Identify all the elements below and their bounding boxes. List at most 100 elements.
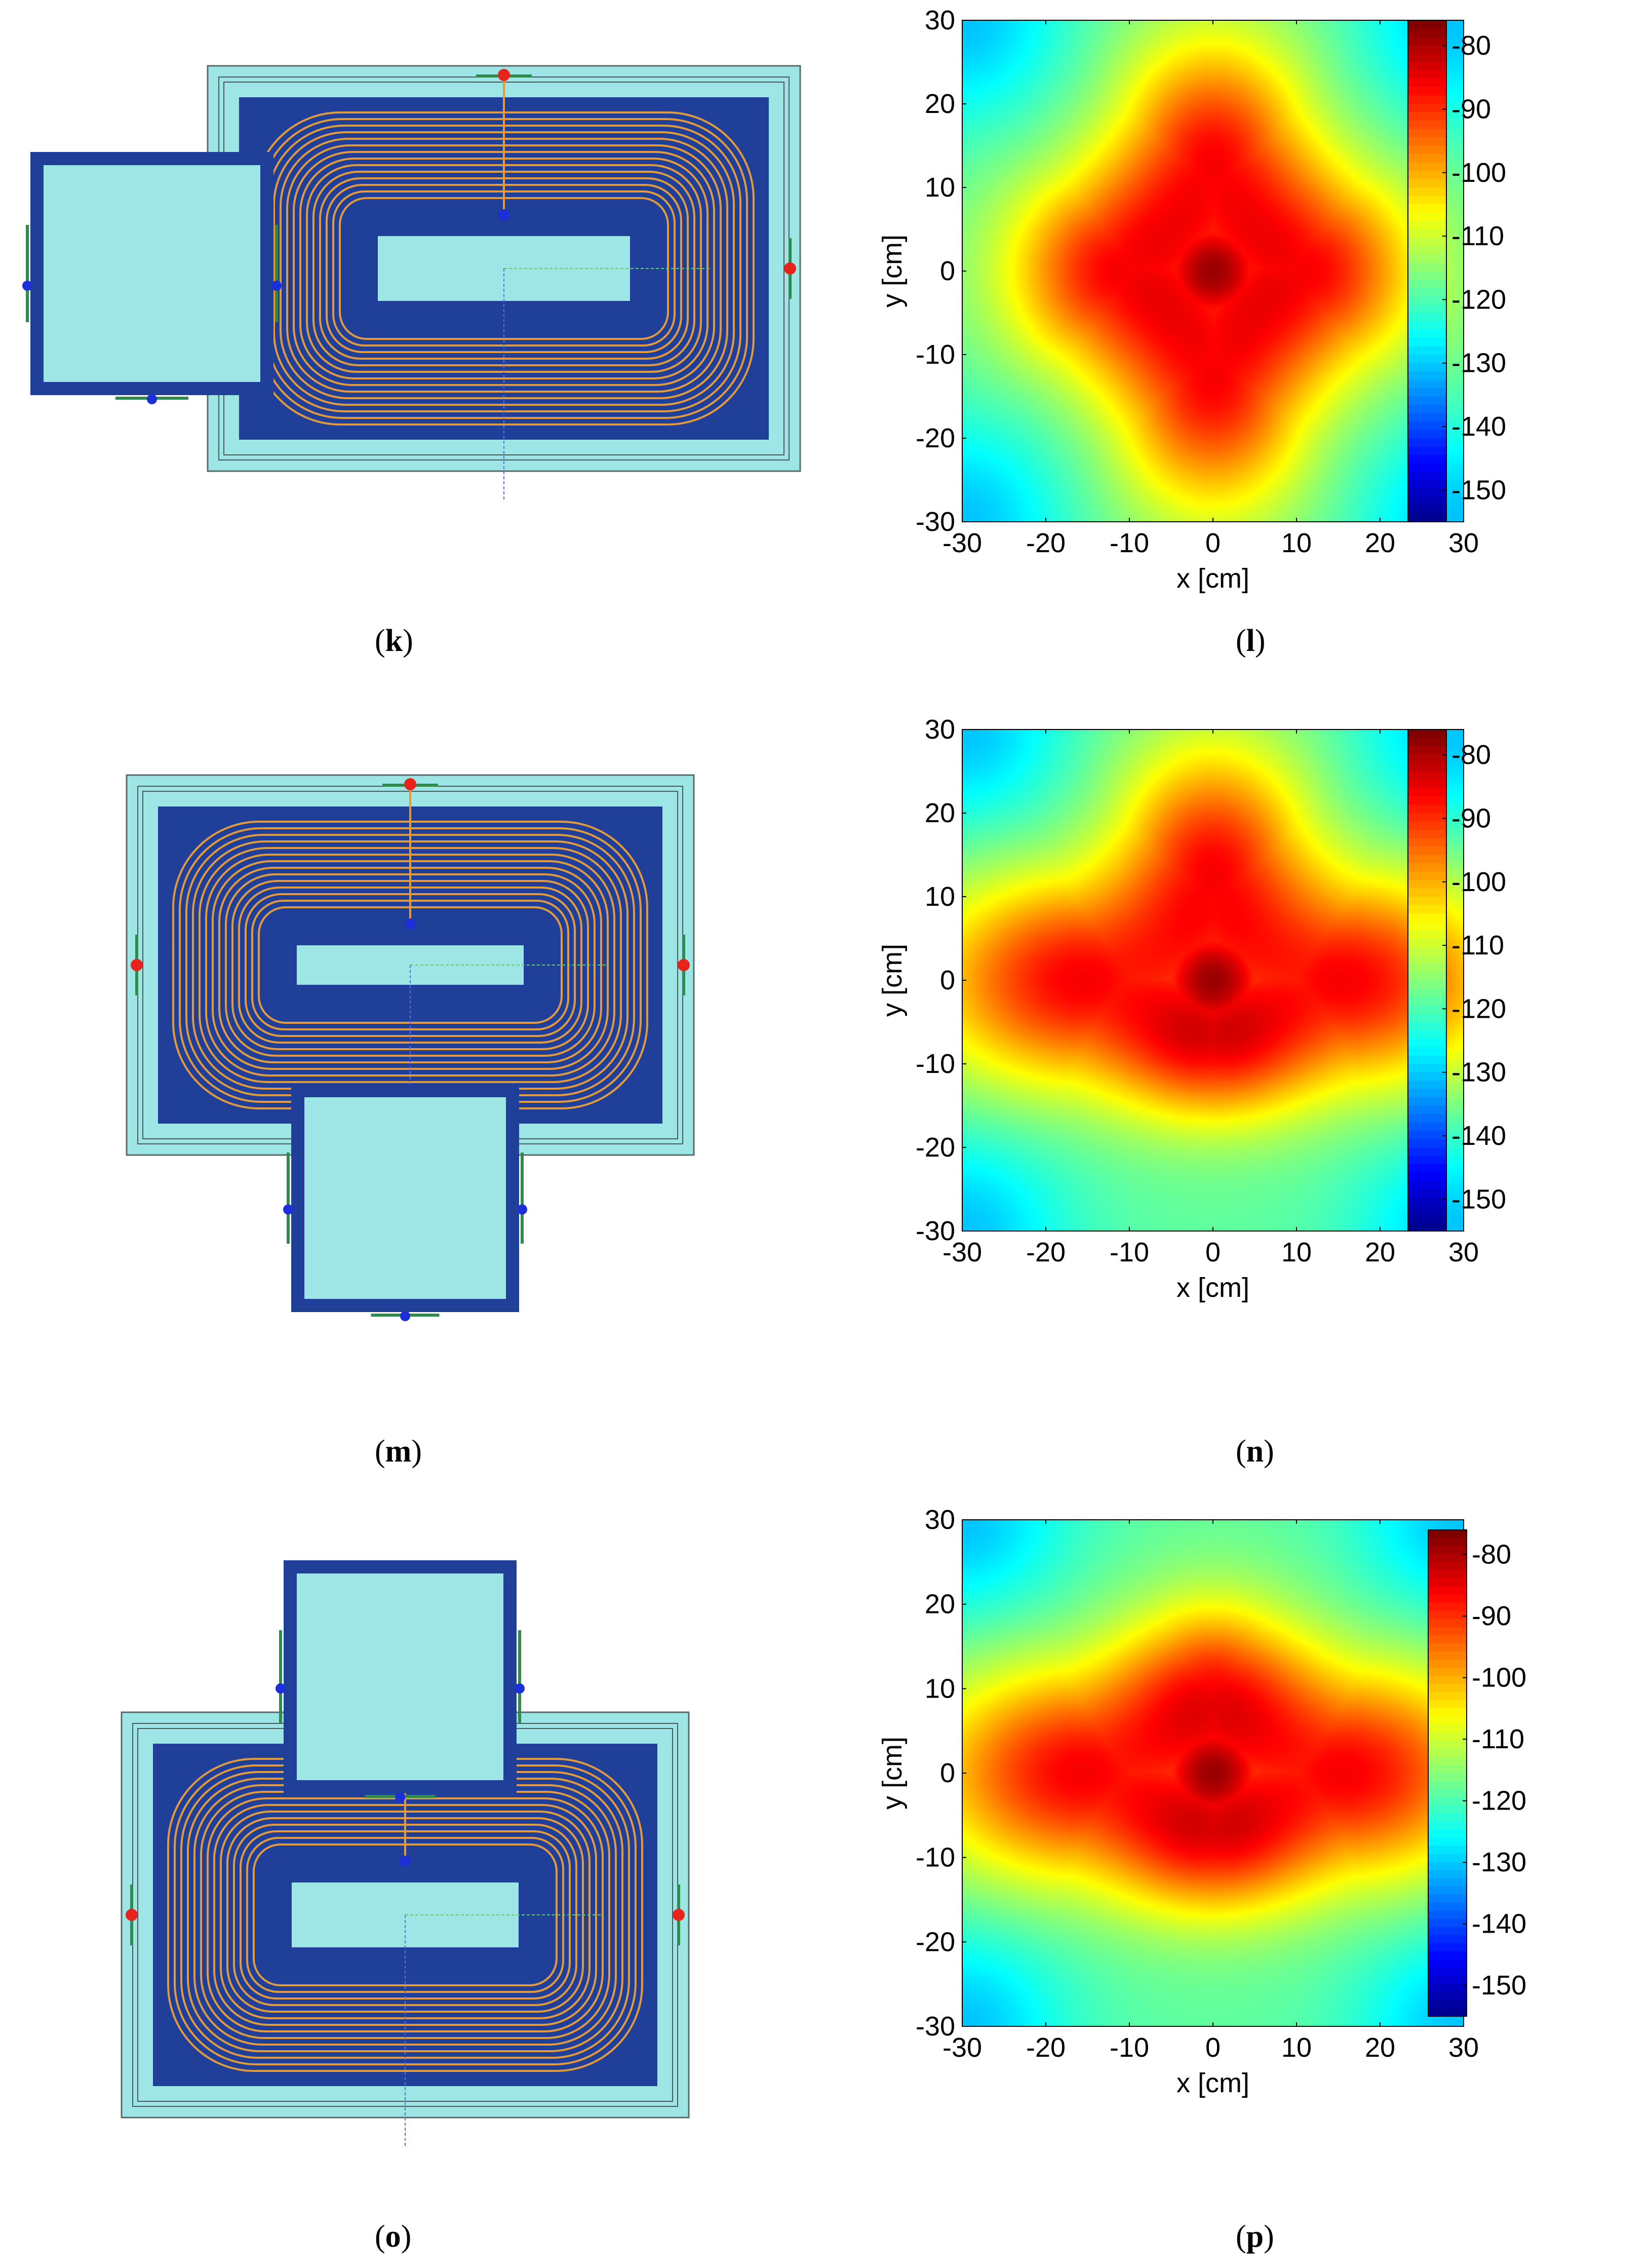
colorbar-segment [1428, 2000, 1467, 2009]
colorbar-segment [1408, 396, 1446, 405]
terminal-dot [271, 281, 282, 291]
colorbar-segment [1408, 771, 1446, 780]
colorbar-segment [1408, 472, 1446, 481]
colorbar-segment [1408, 888, 1446, 897]
colorbar-segment [1408, 838, 1446, 847]
colorbar-segment [1408, 1047, 1446, 1056]
y-tick-label: 30 [925, 714, 955, 745]
colorbar-tick-label: -90 [1451, 803, 1491, 833]
colorbar-segment [1408, 1005, 1446, 1014]
colorbar-segment [1408, 70, 1446, 80]
colorbar-segment [1428, 1643, 1467, 1652]
terminal-dot [517, 1204, 527, 1215]
colorbar-segment [1408, 321, 1446, 330]
colorbar-segment [1408, 187, 1446, 197]
colorbar-tick-label: -130 [1451, 348, 1506, 378]
colorbar-tick-label: -120 [1451, 993, 1506, 1024]
terminal-dot [498, 69, 510, 81]
colorbar-segment [1408, 212, 1446, 221]
colorbar-tick-label: -100 [1451, 867, 1506, 897]
colorbar-segment [1408, 45, 1446, 54]
colorbar-segment [1408, 363, 1446, 372]
colorbar-segment [1408, 738, 1446, 747]
colorbar-segment [1428, 1757, 1467, 1765]
colorbar-segment [1428, 1805, 1467, 1814]
colorbar-segment [1408, 980, 1446, 989]
colorbar-segment [1408, 1105, 1446, 1114]
colorbar-segment [1428, 1878, 1467, 1887]
colorbar-segment [1408, 1022, 1446, 1031]
colorbar-segment [1408, 162, 1446, 171]
colorbar-segment [1408, 988, 1446, 997]
colorbar-segment [1428, 1984, 1467, 1992]
colorbar-tick-label: -90 [1451, 94, 1491, 124]
terminal-dot [400, 1311, 410, 1321]
colorbar-segment [1428, 1846, 1467, 1855]
colorbar-segment [1408, 262, 1446, 272]
colorbar-segment [1408, 1072, 1446, 1081]
heatmap-image [962, 20, 1464, 522]
colorbar-segment [1408, 1089, 1446, 1098]
secondary-window [304, 1097, 506, 1299]
colorbar-segment [1408, 863, 1446, 872]
colorbar-segment [1408, 430, 1446, 439]
y-tick-label: 0 [940, 965, 955, 995]
colorbar-segment [1428, 1627, 1467, 1636]
y-tick-label: -30 [916, 507, 955, 537]
colorbar-segment [1408, 1172, 1446, 1181]
terminal-dot [147, 394, 157, 404]
colorbar-frame [1407, 729, 1447, 1232]
colorbar-tick-label: -150 [1451, 475, 1506, 505]
terminal-dot [498, 209, 509, 220]
colorbar-segment [1408, 913, 1446, 922]
colorbar-segment [1408, 947, 1446, 956]
x-tick-label: 30 [1448, 528, 1479, 558]
colorbar-segment [1428, 1927, 1467, 1936]
colorbar-segment [1428, 1870, 1467, 1879]
x-tick-label: 0 [1205, 528, 1221, 558]
colorbar-segment [1428, 1887, 1467, 1895]
colorbar-segment [1428, 1862, 1467, 1871]
colorbar-segment [1408, 796, 1446, 805]
colorbar-segment [1408, 1222, 1446, 1232]
colorbar-segment [1428, 2008, 1467, 2017]
colorbar-segment [1408, 279, 1446, 288]
colorbar-segment [1428, 1935, 1467, 1944]
colorbar-segment [1408, 79, 1446, 88]
heatmap-image [962, 729, 1464, 1231]
colorbar-segment [1428, 1579, 1467, 1587]
colorbar-segment [1408, 930, 1446, 939]
colorbar-frame [1407, 20, 1447, 522]
heatmap-image [962, 1520, 1464, 2026]
colorbar-segment [1428, 1530, 1467, 1539]
y-tick-label: -10 [916, 339, 955, 370]
colorbar-segment [1428, 1789, 1467, 1798]
y-tick-label: 10 [925, 172, 955, 203]
colorbar-segment [1408, 405, 1446, 414]
colorbar-segment [1408, 112, 1446, 121]
caption-p: (p) [1236, 2219, 1274, 2254]
x-tick-label: 20 [1365, 2032, 1395, 2063]
colorbar-segment [1408, 1039, 1446, 1048]
colorbar-tick-label: -130 [1451, 1057, 1506, 1088]
colorbar-segment [1428, 1976, 1467, 1984]
colorbar-segment [1408, 788, 1446, 797]
colorbar-segment [1408, 1030, 1446, 1040]
colorbar-segment [1408, 304, 1446, 314]
colorbar-segment [1408, 145, 1446, 155]
colorbar-segment [1408, 229, 1446, 238]
caption-k: (k) [375, 624, 413, 658]
colorbar-segment [1408, 997, 1446, 1006]
colorbar-segment [1428, 1838, 1467, 1847]
colorbar-segment [1428, 1538, 1467, 1547]
colorbar-segment [1428, 1895, 1467, 1903]
colorbar-segment [1428, 1814, 1467, 1822]
x-tick-label: -20 [1026, 528, 1066, 558]
secondary-window [44, 165, 260, 382]
colorbar-segment [1408, 746, 1446, 755]
colorbar-segment [1408, 1081, 1446, 1090]
y-tick-label: -30 [916, 2011, 955, 2042]
colorbar-segment [1408, 480, 1446, 489]
colorbar-segment [1408, 171, 1446, 180]
colorbar-segment [1408, 1097, 1446, 1106]
